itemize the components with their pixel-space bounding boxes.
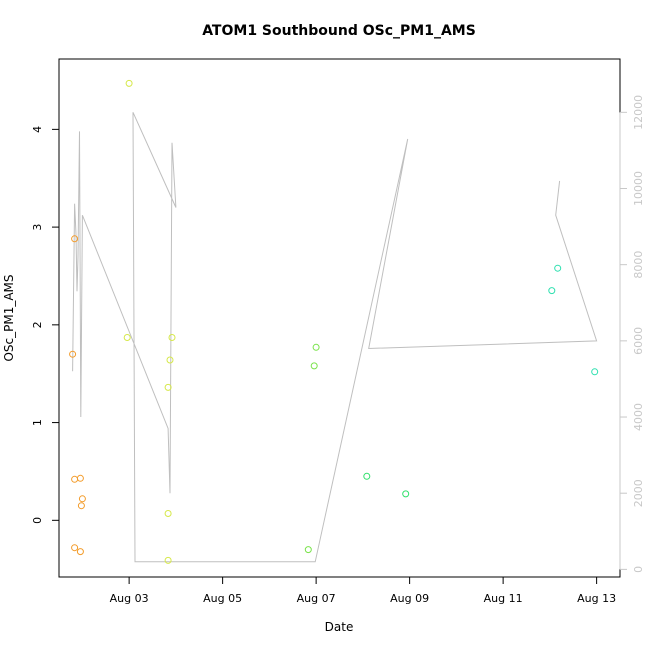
x-tick-label: Aug 11 xyxy=(484,592,523,605)
data-point xyxy=(164,383,172,391)
data-point xyxy=(591,368,599,376)
data-point xyxy=(168,334,176,341)
data-point xyxy=(554,264,562,272)
x-tick-label: Aug 05 xyxy=(203,592,242,605)
data-point xyxy=(69,350,77,358)
data-point xyxy=(125,79,133,87)
y-right-tick-label: 6000 xyxy=(632,327,645,355)
data-point xyxy=(77,502,85,510)
y-axis-label: OSc_PM1_AMS xyxy=(2,274,16,361)
y-axis-left: 0 1 2 3 4 xyxy=(31,126,60,524)
x-tick-label: Aug 07 xyxy=(297,592,336,605)
y-tick-label: 1 xyxy=(31,419,44,426)
y-right-tick-label: 2000 xyxy=(632,479,645,507)
data-point xyxy=(164,510,172,517)
y-right-tick-label: 4000 xyxy=(632,403,645,431)
data-point xyxy=(76,474,84,482)
y-tick-label: 3 xyxy=(31,224,44,231)
data-point xyxy=(363,472,371,480)
x-axis-label: Date xyxy=(325,620,354,634)
y-right-tick-label: 8000 xyxy=(632,251,645,279)
data-point xyxy=(304,546,312,554)
x-tick-label: Aug 03 xyxy=(110,592,149,605)
data-point xyxy=(166,356,174,364)
data-point xyxy=(78,495,86,503)
data-point xyxy=(310,362,318,370)
right-axis-series xyxy=(72,112,598,563)
x-axis: Aug 03 Aug 05 Aug 07 Aug 09 Aug 11 Aug 13 xyxy=(110,576,616,605)
x-tick-label: Aug 13 xyxy=(577,592,616,605)
y-tick-label: 4 xyxy=(31,126,44,133)
data-point xyxy=(71,544,79,552)
series-line xyxy=(72,112,598,563)
y-right-tick-label: 0 xyxy=(632,566,645,573)
scatter-points xyxy=(69,79,599,564)
y-axis-right: 0 2000 4000 6000 8000 10000 12000 xyxy=(619,95,645,573)
y-right-tick-label: 10000 xyxy=(632,171,645,206)
data-point xyxy=(312,343,320,351)
y-tick-label: 0 xyxy=(31,517,44,524)
data-point xyxy=(548,287,556,295)
data-point xyxy=(123,334,131,341)
data-point xyxy=(71,235,79,243)
data-point xyxy=(76,548,84,556)
x-tick-label: Aug 09 xyxy=(390,592,429,605)
y-right-tick-label: 12000 xyxy=(632,95,645,130)
y-tick-label: 2 xyxy=(31,321,44,328)
chart-title: ATOM1 Southbound OSc_PM1_AMS xyxy=(202,23,476,39)
data-point xyxy=(402,490,410,498)
data-point xyxy=(164,556,172,564)
